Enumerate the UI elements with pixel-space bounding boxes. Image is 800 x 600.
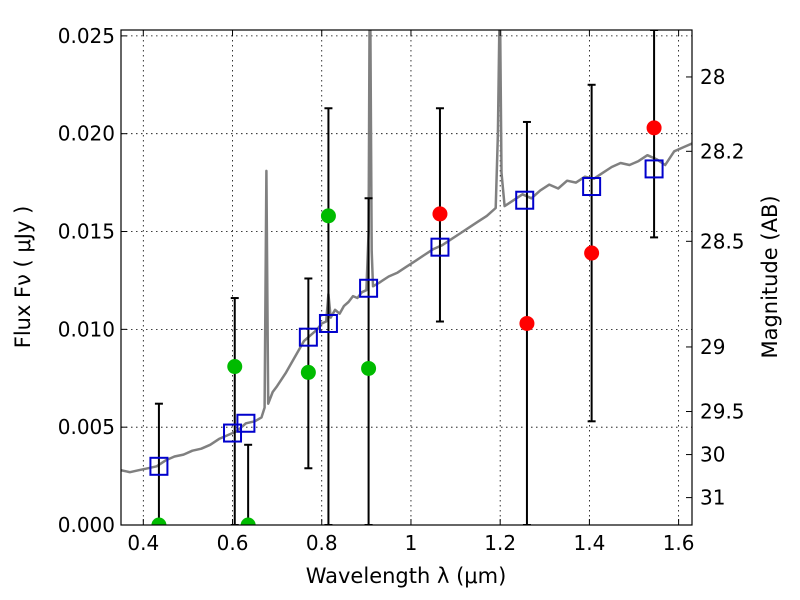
x-tick-label: 1.2 <box>484 531 516 555</box>
x-tick-label: 0.8 <box>306 531 338 555</box>
axis-ticks: 0.4 0.6 0.8 1 1.2 1.4 1.6 0.000 0.005 0.010 0.015 0… <box>58 24 745 555</box>
y-tick-label: 0.005 <box>58 415 115 439</box>
y2-tick-label: 31 <box>700 486 725 510</box>
x-tick-label: 1.4 <box>573 531 605 555</box>
x-tick-label: 1 <box>405 531 418 555</box>
x-tick-label: 0.4 <box>127 531 159 555</box>
y-tick-label: 0.010 <box>58 317 115 341</box>
detection-marker <box>646 120 662 136</box>
plot-frame <box>120 29 693 526</box>
x-tick-label: 0.6 <box>217 531 249 555</box>
optical-point-marker <box>240 517 256 525</box>
detection-marker <box>584 245 600 261</box>
synthetic-photometry-marker <box>430 237 450 257</box>
y-tick-label: 0.020 <box>58 122 115 146</box>
synthetic-photometry-marker <box>298 327 318 347</box>
synthetic-photometry-marker <box>515 190 535 210</box>
y-tick-label: 0.025 <box>58 24 115 48</box>
y2-axis-label: Magnitude (AB) <box>758 195 782 358</box>
y-tick-label: 0.015 <box>58 220 115 244</box>
synthetic-photometry-marker <box>223 423 243 443</box>
synthetic-photometry-marker <box>236 413 256 433</box>
optical-point-marker <box>361 360 377 376</box>
y2-tick-label: 30 <box>700 443 725 467</box>
detection-marker <box>519 315 535 331</box>
model-spectrum-line <box>121 30 692 474</box>
detection-marker <box>432 206 448 222</box>
y2-tick-label: 28.5 <box>700 229 745 253</box>
synthetic-photometry-marker <box>359 278 379 298</box>
y-axis-label: Flux Fν ( μJy ) <box>11 206 35 349</box>
optical-point-marker <box>300 364 316 380</box>
synthetic-photometry-marker <box>318 313 338 333</box>
optical-point-marker <box>320 208 336 224</box>
plot-area <box>121 30 692 525</box>
synthetic-photometry-marker <box>149 456 169 476</box>
optical-point-marker <box>227 359 243 375</box>
y2-tick-label: 28.2 <box>700 139 745 163</box>
synthetic-photometry-marker <box>582 177 602 197</box>
y-tick-label: 0.000 <box>58 513 115 537</box>
x-tick-label: 1.6 <box>663 531 695 555</box>
synthetic-photometry-marker <box>644 159 664 179</box>
optical-point-marker <box>151 517 167 525</box>
y2-tick-label: 29.5 <box>700 400 745 424</box>
x-axis-label: Wavelength λ (μm) <box>306 564 507 588</box>
y2-tick-label: 29 <box>700 335 725 359</box>
y2-tick-label: 28 <box>700 65 725 89</box>
